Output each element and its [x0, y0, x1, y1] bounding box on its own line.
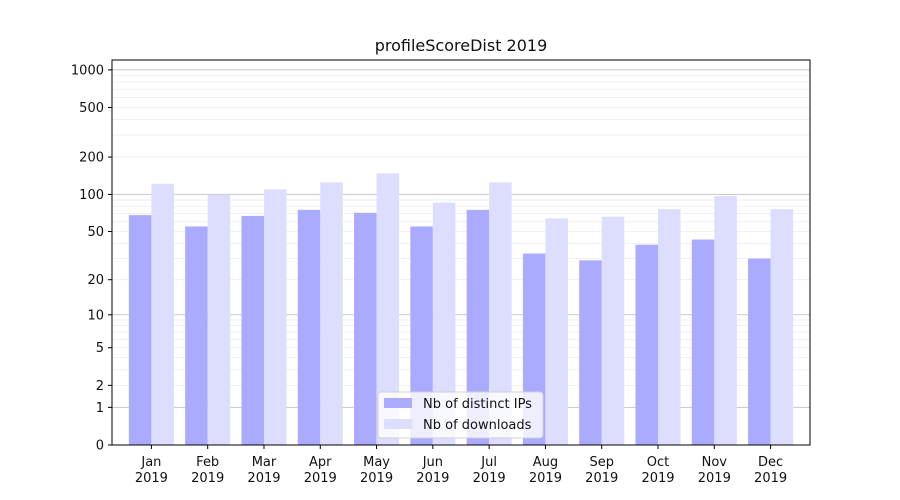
legend: Nb of distinct IPs Nb of downloads [377, 391, 544, 439]
y-tick-label: 50 [87, 225, 104, 240]
legend-distinct-ip-swatch [384, 398, 412, 408]
legend-download-swatch [384, 419, 412, 429]
x-tick-label: Nov 2019 [698, 455, 731, 486]
y-tick-label: 0 [96, 439, 104, 454]
download-bar [658, 209, 681, 445]
x-tick-label: Jun 2019 [416, 455, 449, 486]
distinct-ip-bar [635, 244, 659, 445]
y-tick-label: 20 [87, 273, 104, 288]
distinct-ip-bar [466, 209, 490, 445]
distinct-ip-bar [241, 215, 264, 445]
distinct-ip-bar [748, 258, 771, 445]
y-tick-label: 10 [87, 308, 104, 323]
distinct-ip-bar [128, 215, 152, 445]
y-tick-label: 5 [96, 341, 104, 356]
distinct-ip-bar [185, 226, 208, 445]
download-bar [714, 196, 737, 445]
y-tick-label: 100 [79, 188, 104, 203]
download-bar [601, 216, 625, 445]
x-tick-label: Dec 2019 [754, 455, 787, 486]
distinct-ip-bar [297, 209, 321, 445]
distinct-ip-bar [579, 260, 602, 445]
x-tick-label: Jan 2019 [135, 455, 168, 486]
x-tick-label: Jul 2019 [473, 455, 506, 486]
plot-frame [111, 59, 811, 446]
x-tick-label: Apr 2019 [304, 455, 337, 486]
y-tick-label: 1 [96, 401, 104, 416]
x-tick-label: Oct 2019 [641, 455, 674, 486]
legend-distinct-ip-label: Nb of distinct IPs [423, 397, 532, 412]
distinct-ip-bar [354, 212, 377, 445]
legend-box [377, 391, 544, 439]
download-bar [207, 194, 231, 445]
download-bar [545, 218, 568, 445]
distinct-ip-bar [410, 226, 433, 445]
legend-download-label: Nb of downloads [423, 418, 532, 433]
x-tick-label: Sep 2019 [585, 455, 618, 486]
download-bar [432, 202, 456, 445]
x-tick-label: May 2019 [360, 455, 393, 486]
y-tick-label: 1000 [71, 63, 104, 78]
x-axis: Jan 2019 Feb 2019 Mar 2019 Apr 2019 May 2019 Jun 20… [135, 445, 787, 486]
y-tick-label: 500 [79, 101, 104, 116]
download-bar [489, 182, 512, 445]
download-bar [151, 183, 174, 445]
download-bar [320, 182, 343, 445]
bars [128, 173, 794, 445]
y-axis: 0 1 2 5 10 20 50 100 200 500 1000 [71, 63, 112, 454]
x-tick-label: Feb 2019 [191, 455, 224, 486]
y-tick-label: 2 [96, 379, 104, 394]
y-tick-label: 200 [79, 151, 104, 166]
x-tick-label: Aug 2019 [529, 455, 562, 486]
chart-title: profileScoreDist 2019 [375, 36, 548, 55]
download-bar [770, 209, 794, 445]
download-bar [376, 173, 400, 445]
x-tick-label: Mar 2019 [247, 455, 280, 486]
download-bar [263, 189, 287, 445]
distinct-ip-bar [691, 239, 715, 445]
